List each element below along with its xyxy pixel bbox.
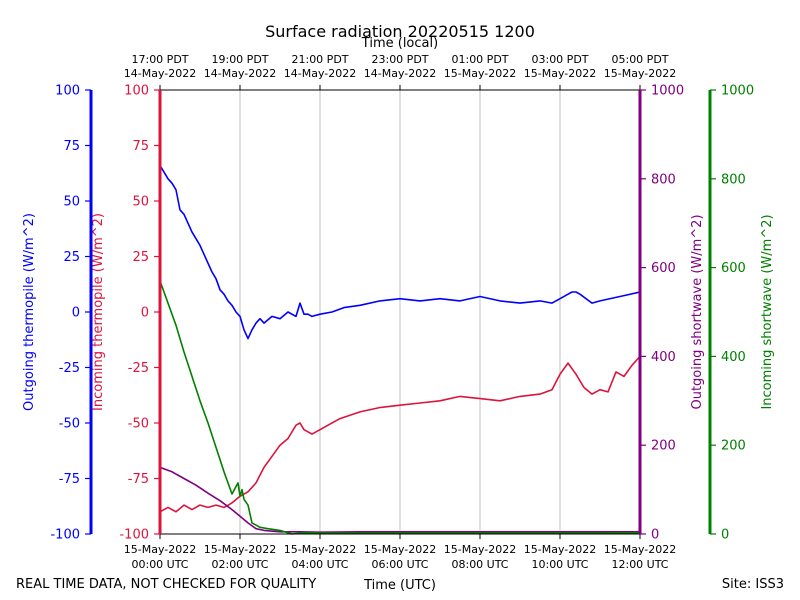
incoming-thermopile-tick-label: 25: [132, 250, 149, 265]
bottom-tick-label: 00:00 UTC: [131, 558, 188, 571]
incoming-thermopile-tick-label: -100: [119, 528, 149, 543]
x-axis-label: Time (UTC): [363, 578, 436, 593]
outgoing-shortwave-tick-label: 0: [651, 528, 659, 543]
outgoing-shortwave-line: [159, 466, 640, 534]
bottom-tick-label: 15-May-2022: [204, 543, 276, 556]
top-tick-label: 19:00 PDT: [211, 53, 268, 66]
series-layer: [159, 165, 641, 535]
top-tick-label: 05:00 PDT: [611, 53, 668, 66]
incoming-shortwave-tick-label: 200: [721, 439, 746, 454]
bottom-tick-label: 06:00 UTC: [371, 558, 428, 571]
incoming-shortwave-tick-label: 800: [721, 172, 746, 187]
incoming-thermopile-tick-label: 100: [124, 84, 149, 99]
bottom-tick-label: 04:00 UTC: [291, 558, 348, 571]
bottom-tick-label: 15-May-2022: [444, 543, 516, 556]
footer-quality-note: REAL TIME DATA, NOT CHECKED FOR QUALITY: [16, 577, 316, 592]
outgoing-thermopile-tick-label: -50: [59, 417, 80, 432]
chart-title: Surface radiation 20220515 1200: [265, 22, 535, 41]
bottom-tick-label: 08:00 UTC: [451, 558, 508, 571]
outgoing-thermopile-tick-label: 50: [63, 195, 80, 210]
outgoing-shortwave-tick-label: 800: [651, 172, 676, 187]
outgoing-shortwave-tick-label: 1000: [651, 84, 684, 99]
top-tick-label: 14-May-2022: [124, 67, 196, 80]
outgoing-thermopile-tick-label: -75: [59, 472, 80, 487]
incoming-thermopile-tick-label: -50: [128, 417, 149, 432]
top-tick-label: 15-May-2022: [444, 67, 516, 80]
footer-site: Site: ISS3: [722, 577, 784, 592]
outgoing-thermopile-axis-label: Outgoing thermopile (W/m^2): [22, 213, 37, 411]
top-tick-label: 14-May-2022: [364, 67, 436, 80]
bottom-tick-label: 15-May-2022: [364, 543, 436, 556]
incoming-thermopile-tick-label: -75: [128, 472, 149, 487]
incoming-thermopile-tick-label: 75: [132, 139, 149, 154]
incoming-shortwave-tick-label: 600: [721, 261, 746, 276]
top-tick-label: 14-May-2022: [284, 67, 356, 80]
outgoing-thermopile-tick-label: -25: [59, 361, 80, 376]
outgoing-thermopile-tick-label: -100: [50, 528, 80, 543]
incoming-thermopile-tick-label: -25: [128, 361, 149, 376]
top-tick-label: 14-May-2022: [204, 67, 276, 80]
top-axis-label: Time (local): [361, 36, 438, 51]
incoming-shortwave-tick-label: 0: [721, 528, 729, 543]
outgoing-thermopile-line: [159, 165, 641, 340]
vertical-grid-lines: [239, 90, 561, 534]
top-tick-label: 21:00 PDT: [291, 53, 348, 66]
incoming-thermopile-line: [159, 355, 641, 513]
outgoing-shortwave-tick-label: 200: [651, 439, 676, 454]
incoming-shortwave-axis-label: Incoming shortwave (W/m^2): [760, 214, 775, 409]
bottom-tick-label: 02:00 UTC: [211, 558, 268, 571]
incoming-shortwave-tick-label: 1000: [721, 84, 754, 99]
incoming-shortwave-line: [159, 280, 641, 535]
top-tick-label: 15-May-2022: [604, 67, 676, 80]
outgoing-thermopile-tick-label: 25: [63, 250, 80, 265]
top-tick-label: 23:00 PDT: [371, 53, 428, 66]
outgoing-thermopile-tick-label: 75: [63, 139, 80, 154]
bottom-tick-label: 15-May-2022: [604, 543, 676, 556]
top-tick-label: 01:00 PDT: [451, 53, 508, 66]
top-tick-label: 15-May-2022: [524, 67, 596, 80]
incoming-thermopile-tick-label: 50: [132, 195, 149, 210]
outgoing-shortwave-axis-label: Outgoing shortwave (W/m^2): [690, 214, 705, 409]
bottom-tick-label: 12:00 UTC: [611, 558, 668, 571]
outgoing-thermopile-tick-label: 0: [72, 306, 80, 321]
top-tick-label: 17:00 PDT: [131, 53, 188, 66]
incoming-shortwave-tick-label: 400: [721, 350, 746, 365]
outgoing-shortwave-tick-label: 600: [651, 261, 676, 276]
bottom-tick-label: 15-May-2022: [524, 543, 596, 556]
bottom-tick-label: 15-May-2022: [124, 543, 196, 556]
incoming-thermopile-axis-label: Incoming thermopile (W/m^2): [91, 213, 106, 411]
bottom-tick-label: 15-May-2022: [284, 543, 356, 556]
incoming-thermopile-tick-label: 0: [141, 306, 149, 321]
outgoing-shortwave-tick-label: 400: [651, 350, 676, 365]
top-tick-label: 03:00 PDT: [531, 53, 588, 66]
outgoing-thermopile-tick-label: 100: [55, 84, 80, 99]
bottom-tick-label: 10:00 UTC: [531, 558, 588, 571]
